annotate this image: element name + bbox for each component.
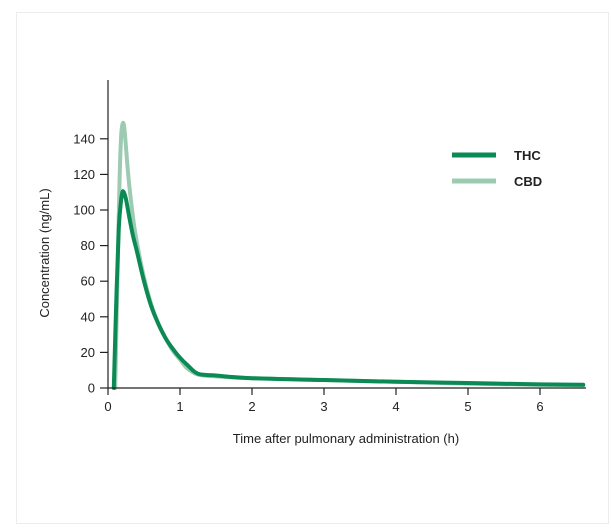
legend-label-cbd: CBD <box>514 174 542 189</box>
y-tick-label: 100 <box>73 203 95 218</box>
x-tick-label: 0 <box>104 399 111 414</box>
y-tick-label: 60 <box>81 274 95 289</box>
x-axis-title: Time after pulmonary administration (h) <box>233 431 459 446</box>
series-line-thc <box>111 189 586 390</box>
legend: THC CBD <box>452 148 542 189</box>
y-tick-label: 120 <box>73 167 95 182</box>
x-tick-label: 5 <box>464 399 471 414</box>
legend-label-thc: THC <box>514 148 541 163</box>
x-tick-label: 2 <box>248 399 255 414</box>
series-layer <box>111 120 586 390</box>
y-tick-label: 0 <box>88 381 95 396</box>
y-tick-label: 20 <box>81 345 95 360</box>
y-tick-label: 80 <box>81 238 95 253</box>
y-tick-label: 140 <box>73 131 95 146</box>
series-line-cbd <box>113 120 586 390</box>
x-tick-label: 1 <box>176 399 183 414</box>
chart-frame <box>16 12 609 524</box>
y-axis-title: Concentration (ng/mL) <box>37 188 52 317</box>
axes-layer <box>107 80 586 389</box>
x-tick-label: 6 <box>536 399 543 414</box>
y-tick-label: 40 <box>81 309 95 324</box>
x-tick-label: 4 <box>392 399 399 414</box>
ticks-layer: 0 20 40 60 80 100 120 140 0 1 2 3 4 5 6 <box>73 131 543 414</box>
x-tick-label: 3 <box>320 399 327 414</box>
